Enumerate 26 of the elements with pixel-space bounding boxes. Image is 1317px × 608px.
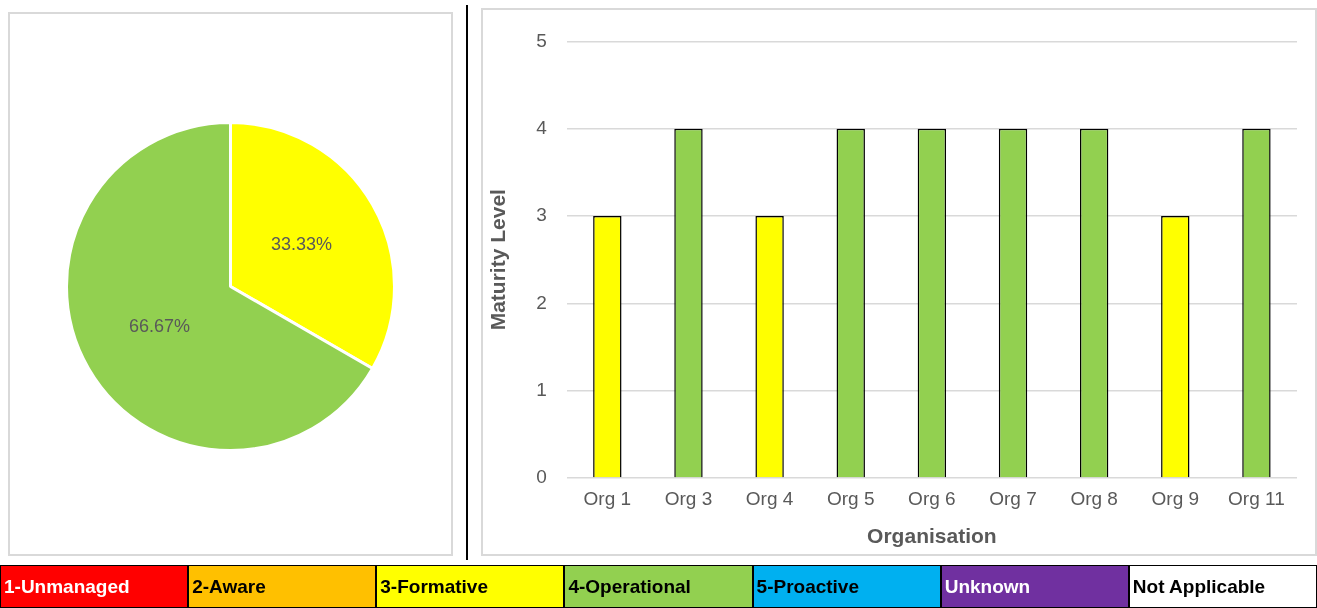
y-axis-title: Maturity Level xyxy=(486,189,510,331)
y-tick-label: 3 xyxy=(536,204,547,226)
category-label: 5-Proactive xyxy=(752,565,941,608)
data-label: 33.33% xyxy=(270,234,333,255)
category-label: Unknown xyxy=(940,565,1129,608)
x-axis-title: Organisation xyxy=(867,524,997,548)
category-label: 4-Operational xyxy=(564,565,753,608)
category-label: Not Applicable xyxy=(1128,565,1317,608)
y-tick-label: 2 xyxy=(536,291,547,313)
x-tick-label: Org 4 xyxy=(745,487,794,509)
x-tick-label: Org 3 xyxy=(664,487,713,509)
category-label: 2-Aware xyxy=(188,565,377,608)
y-tick-label: 5 xyxy=(536,29,547,51)
x-tick-label: Org 1 xyxy=(583,487,632,509)
y-tick-label: 4 xyxy=(536,116,548,138)
y-tick-label: 0 xyxy=(536,466,547,488)
x-tick-label: Org 6 xyxy=(908,487,956,509)
x-tick-label: Org 9 xyxy=(1151,487,1200,509)
x-tick-label: Org 11 xyxy=(1228,487,1285,509)
data-label: 66.67% xyxy=(128,316,191,337)
y-tick-label: 1 xyxy=(536,378,547,400)
category-label: 1-Unmanaged xyxy=(0,565,189,608)
x-tick-label: Org 7 xyxy=(989,487,1037,509)
category-label: 3-Formative xyxy=(376,565,565,608)
x-tick-label: Org 8 xyxy=(1070,487,1118,509)
x-tick-label: Org 5 xyxy=(826,487,875,509)
